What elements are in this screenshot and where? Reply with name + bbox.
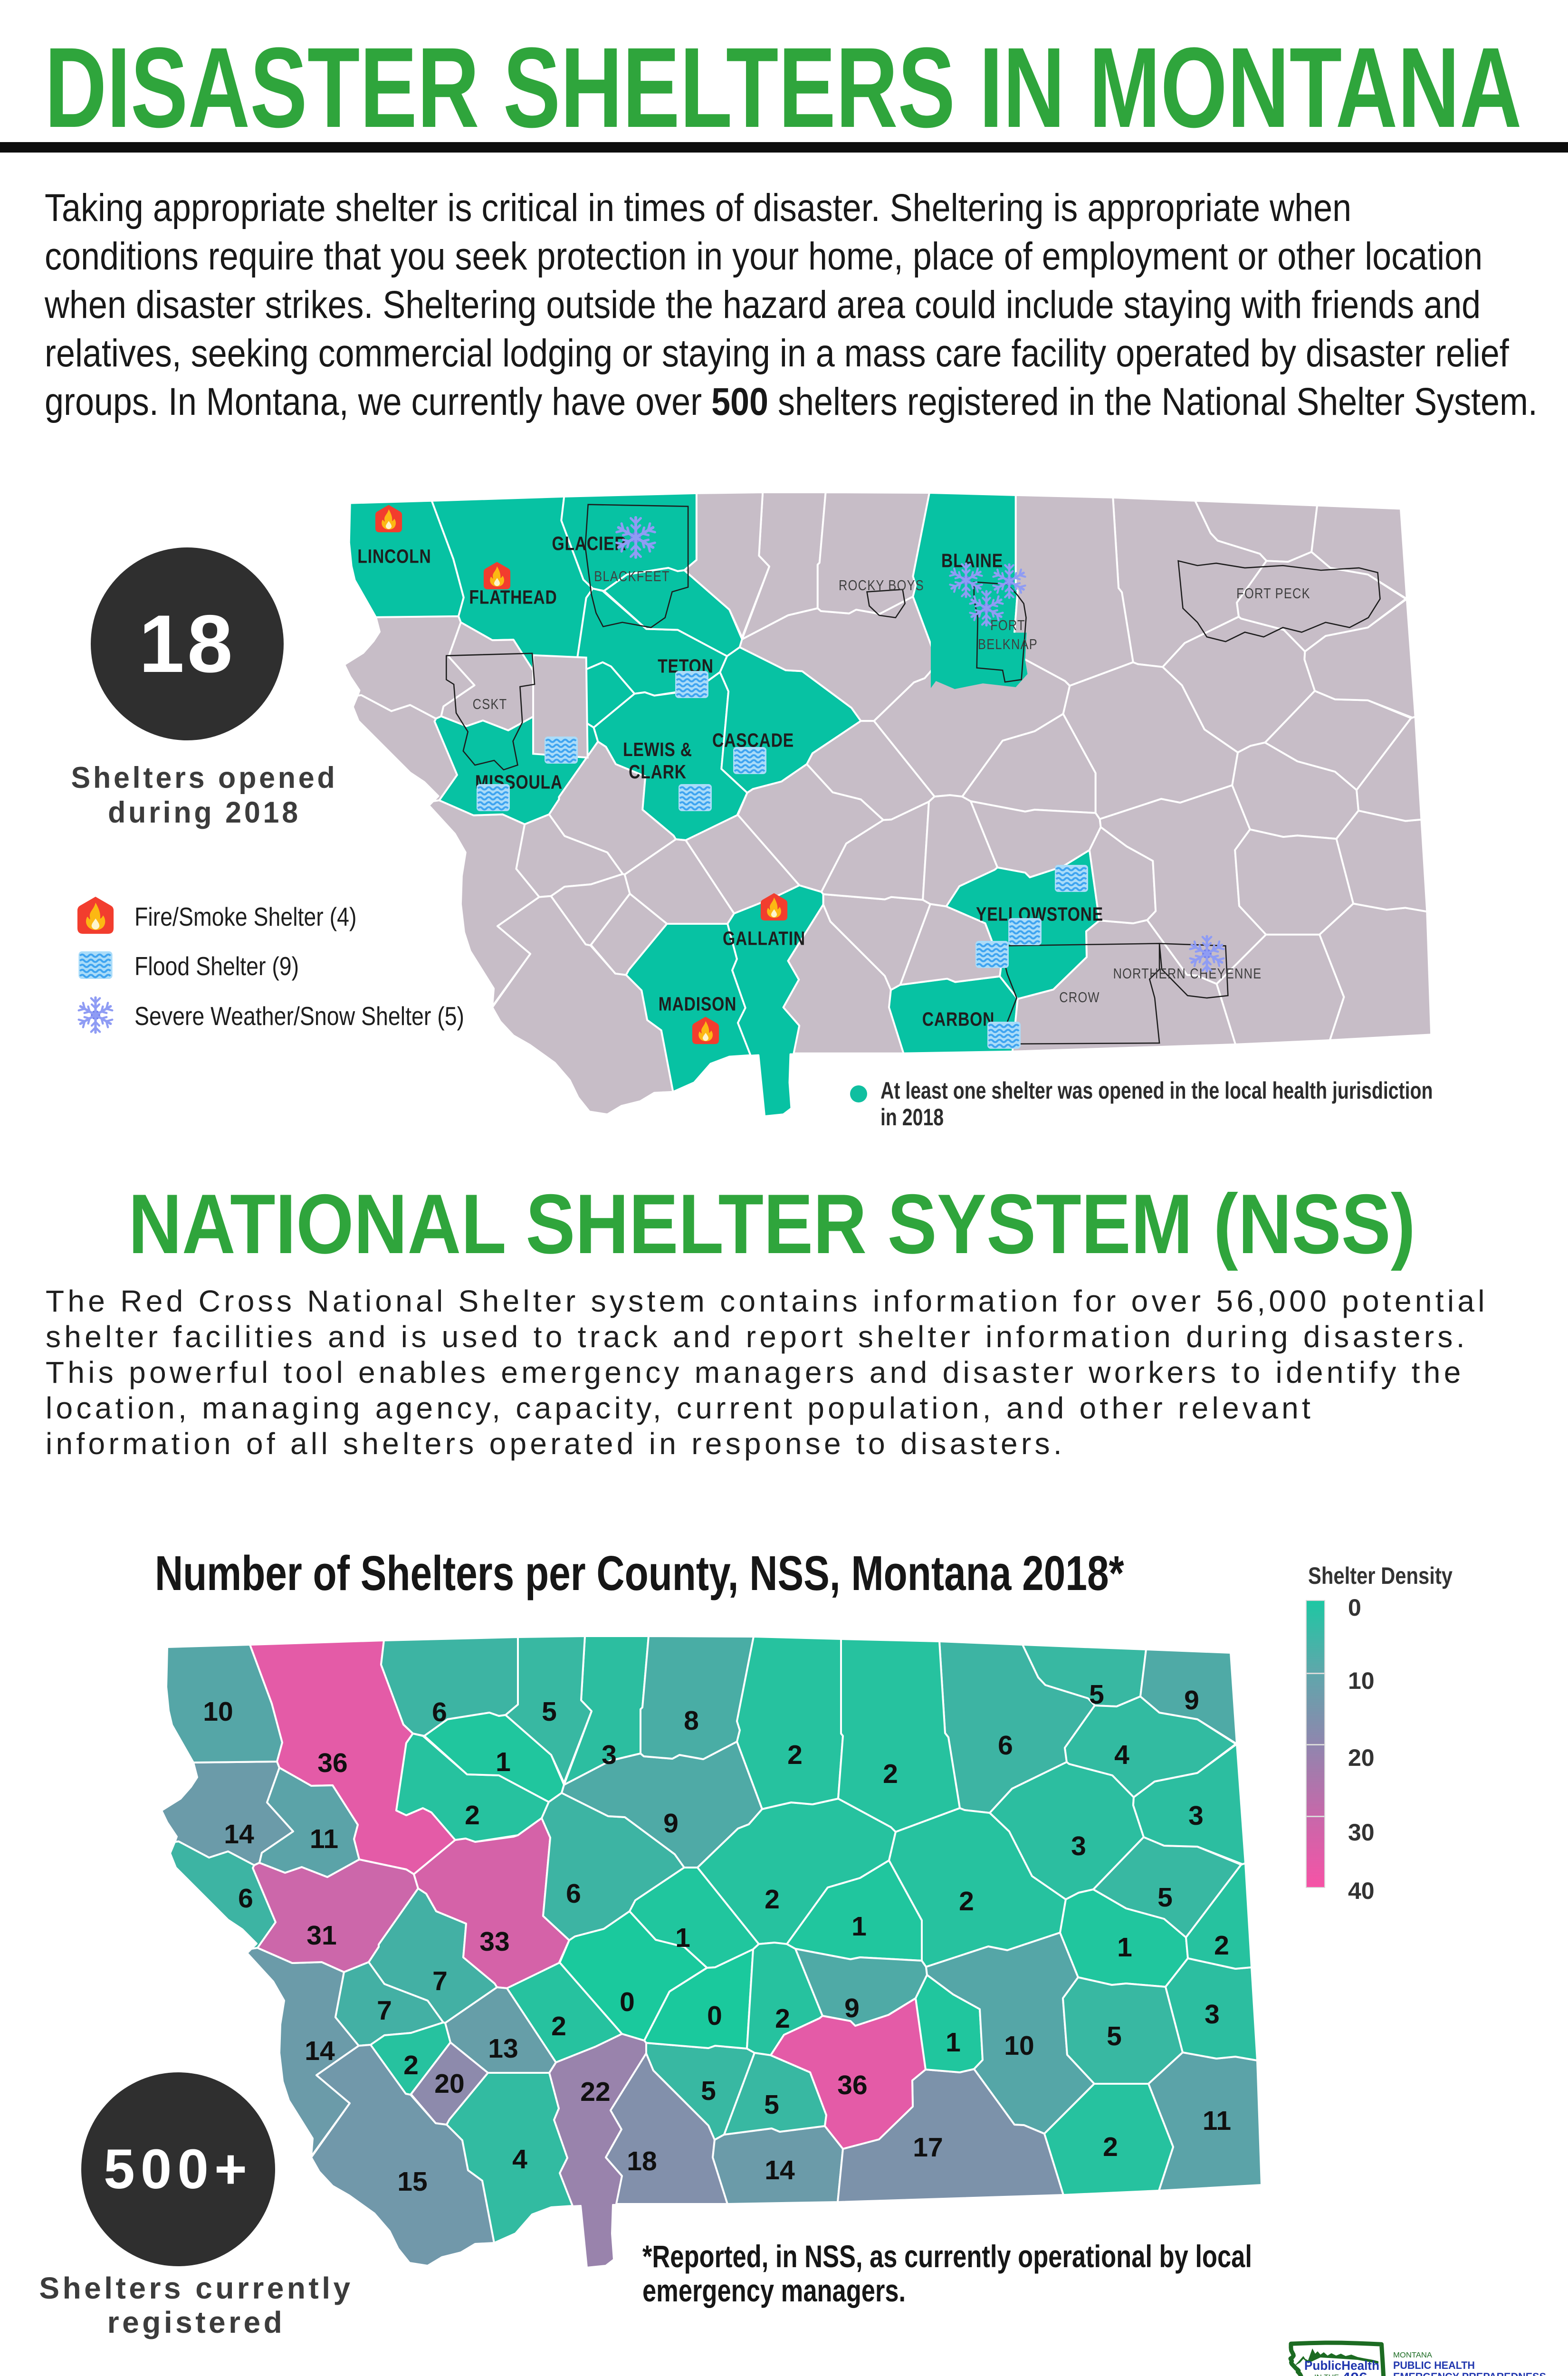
svg-text:1: 1 bbox=[675, 1923, 690, 1953]
svg-text:6: 6 bbox=[566, 1878, 581, 1909]
svg-text:10: 10 bbox=[1004, 2031, 1034, 2061]
svg-text:0: 0 bbox=[707, 2001, 722, 2031]
svg-text:2: 2 bbox=[959, 1886, 974, 1916]
svg-text:14: 14 bbox=[765, 2155, 795, 2185]
svg-text:5: 5 bbox=[1089, 1679, 1104, 1710]
svg-text:2: 2 bbox=[883, 1759, 898, 1789]
svg-text:8: 8 bbox=[684, 1705, 699, 1736]
svg-text:5: 5 bbox=[1157, 1882, 1173, 1913]
svg-text:406: 406 bbox=[1342, 2370, 1367, 2376]
svg-text:5: 5 bbox=[701, 2076, 716, 2106]
svg-text:11: 11 bbox=[310, 1824, 338, 1854]
svg-text:31: 31 bbox=[306, 1920, 336, 1951]
svg-text:9: 9 bbox=[663, 1808, 679, 1839]
svg-text:2: 2 bbox=[787, 1740, 803, 1770]
svg-text:EMERGENCY PREPAREDNESS: EMERGENCY PREPAREDNESS bbox=[1393, 2371, 1546, 2376]
svg-text:11: 11 bbox=[1203, 2106, 1231, 2136]
svg-text:14: 14 bbox=[224, 1819, 254, 1849]
svg-text:36: 36 bbox=[837, 2070, 867, 2100]
svg-text:1: 1 bbox=[496, 1747, 511, 1777]
svg-text:20: 20 bbox=[434, 2069, 464, 2099]
svg-text:2: 2 bbox=[775, 2003, 790, 2034]
svg-text:15: 15 bbox=[397, 2166, 427, 2197]
svg-text:2: 2 bbox=[403, 2050, 419, 2080]
svg-text:5: 5 bbox=[764, 2089, 779, 2120]
svg-text:PublicHealth: PublicHealth bbox=[1304, 2358, 1379, 2373]
svg-text:PUBLIC HEALTH: PUBLIC HEALTH bbox=[1393, 2359, 1475, 2371]
svg-text:0: 0 bbox=[620, 1987, 635, 2017]
svg-text:2: 2 bbox=[551, 2011, 566, 2041]
svg-text:2: 2 bbox=[765, 1884, 780, 1915]
svg-text:3: 3 bbox=[1188, 1801, 1204, 1831]
svg-text:7: 7 bbox=[377, 1995, 392, 2026]
svg-text:14: 14 bbox=[305, 2036, 335, 2066]
svg-text:10: 10 bbox=[203, 1696, 233, 1727]
svg-text:3: 3 bbox=[1071, 1831, 1086, 1861]
svg-text:7: 7 bbox=[432, 1966, 448, 1996]
svg-text:4: 4 bbox=[1114, 1740, 1129, 1770]
svg-text:22: 22 bbox=[580, 2077, 610, 2107]
svg-text:6: 6 bbox=[998, 1730, 1013, 1761]
svg-text:4: 4 bbox=[512, 2144, 527, 2175]
svg-text:13: 13 bbox=[488, 2033, 518, 2064]
svg-text:1: 1 bbox=[1117, 1932, 1132, 1963]
svg-text:6: 6 bbox=[432, 1697, 447, 1727]
svg-text:36: 36 bbox=[317, 1748, 347, 1778]
svg-text:2: 2 bbox=[1103, 2132, 1118, 2162]
svg-text:IN THE: IN THE bbox=[1314, 2373, 1339, 2376]
svg-text:1: 1 bbox=[851, 1911, 867, 1942]
svg-text:2: 2 bbox=[1214, 1930, 1229, 1961]
svg-text:33: 33 bbox=[479, 1926, 509, 1957]
svg-text:6: 6 bbox=[238, 1883, 253, 1914]
svg-text:3: 3 bbox=[1205, 1999, 1220, 2030]
svg-text:1: 1 bbox=[946, 2027, 961, 2058]
svg-text:9: 9 bbox=[844, 1993, 860, 2023]
svg-text:18: 18 bbox=[627, 2146, 657, 2176]
svg-text:5: 5 bbox=[1107, 2021, 1122, 2051]
svg-text:2: 2 bbox=[465, 1800, 480, 1830]
svg-text:MONTANA: MONTANA bbox=[1393, 2351, 1432, 2359]
svg-text:17: 17 bbox=[913, 2132, 943, 2163]
svg-text:3: 3 bbox=[602, 1740, 617, 1770]
svg-text:5: 5 bbox=[542, 1696, 557, 1727]
svg-text:9: 9 bbox=[1184, 1685, 1199, 1715]
